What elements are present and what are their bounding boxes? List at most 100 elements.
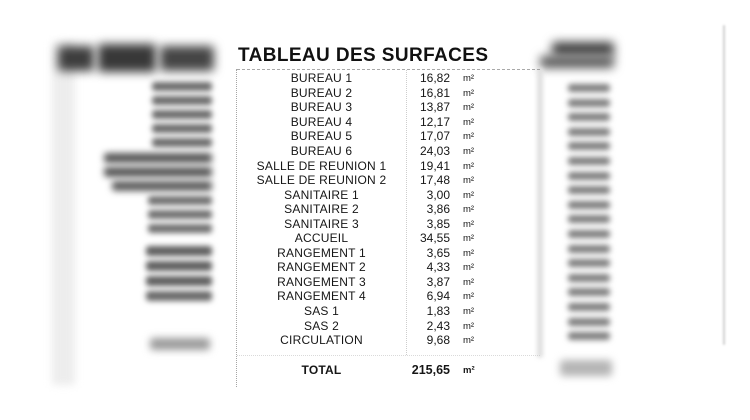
table-row: BUREAU 1 16,82 m² — [237, 71, 529, 86]
blurred-text-line — [568, 230, 610, 238]
blurred-text-line — [568, 200, 610, 209]
blurred-text-line — [568, 273, 610, 282]
blurred-text-line — [568, 259, 610, 268]
area-unit: m² — [463, 189, 475, 201]
table-row: SAS 1 1,83 m² — [237, 304, 529, 319]
blurred-text-line — [152, 96, 212, 105]
room-area-value: 9,68 — [426, 333, 450, 348]
blurred-text-line — [568, 215, 610, 224]
blurred-page-edge — [52, 42, 75, 385]
area-unit: m² — [463, 218, 475, 230]
area-unit: m² — [463, 335, 475, 347]
blurred-header — [98, 44, 156, 72]
table-row: SAS 2 2,43 m² — [237, 318, 529, 333]
table-total-row: TOTAL 215,65 m² — [237, 362, 529, 378]
area-unit: m² — [463, 233, 475, 245]
blurred-text-line — [150, 338, 210, 350]
area-unit: m² — [463, 87, 475, 99]
room-area-value: 24,03 — [419, 144, 450, 158]
room-label: SANITAIRE 2 — [284, 202, 359, 217]
room-area-value: 3,65 — [426, 245, 450, 260]
blurred-text-line — [568, 98, 610, 107]
blurred-header — [160, 46, 214, 71]
table-row: CIRCULATION 9,68 m² — [237, 333, 529, 348]
blurred-text-line — [568, 244, 610, 253]
table-row: SANITAIRE 3 3,85 m² — [237, 216, 529, 231]
area-unit: m² — [463, 291, 475, 303]
page-title: TABLEAU DES SURFACES — [238, 45, 489, 66]
room-area-value: 17,48 — [419, 173, 450, 188]
blurred-text-line — [148, 196, 212, 205]
blurred-text-line — [152, 138, 212, 147]
room-label: SALLE DE REUNION 2 — [256, 173, 387, 188]
surface-table: BUREAU 1 16,82 m² BUREAU 2 16,81 m² BUREAU 3 13… — [237, 71, 529, 347]
area-unit: m² — [463, 160, 475, 172]
blurred-text-line — [568, 186, 610, 195]
blurred-text-line — [146, 246, 212, 256]
room-area-value: 1,83 — [426, 304, 450, 319]
room-label: BUREAU 1 — [290, 71, 353, 86]
table-row: RANGEMENT 3 3,87 m² — [237, 275, 529, 290]
room-label: RANGEMENT 4 — [277, 289, 366, 304]
room-area-value: 16,81 — [419, 85, 450, 100]
room-label: RANGEMENT 1 — [277, 245, 366, 260]
blurred-header — [552, 42, 614, 56]
table-row: SANITAIRE 1 3,00 m² — [237, 187, 529, 202]
room-label: BUREAU 6 — [290, 144, 353, 158]
blurred-text-line — [568, 303, 610, 311]
blurred-text-line — [568, 171, 610, 180]
table-row: BUREAU 5 17,07 m² — [237, 129, 529, 144]
blurred-text-line — [148, 210, 212, 219]
area-unit: m² — [463, 262, 475, 274]
blurred-text-line — [152, 124, 212, 133]
blurred-text-line — [568, 157, 610, 165]
room-area-value: 34,55 — [419, 231, 450, 246]
table-row: BUREAU 4 12,17 m² — [237, 115, 529, 130]
blurred-text-line — [568, 142, 610, 151]
room-area-value: 19,41 — [419, 158, 450, 173]
blurred-text-line — [568, 332, 610, 341]
table-row: RANGEMENT 4 6,94 m² — [237, 289, 529, 304]
table-row: SALLE DE REUNION 2 17,48 m² — [237, 173, 529, 188]
room-label: BUREAU 3 — [290, 100, 353, 115]
blurred-text-line — [104, 167, 212, 177]
area-unit: m² — [463, 146, 475, 157]
table-top-border — [237, 69, 540, 70]
room-label: BUREAU 2 — [290, 85, 353, 100]
total-value: 215,65 — [411, 363, 450, 377]
room-label: SANITAIRE 1 — [284, 187, 359, 202]
blurred-text-line — [560, 360, 612, 376]
room-area-value: 3,00 — [426, 187, 450, 202]
room-area-value: 3,85 — [426, 216, 450, 231]
blurred-header — [58, 46, 94, 71]
blurred-text-line — [146, 261, 212, 271]
room-label: SAS 1 — [303, 304, 340, 319]
room-label: RANGEMENT 2 — [277, 260, 366, 275]
blurred-text-line — [148, 224, 212, 233]
area-unit: m² — [463, 306, 475, 318]
room-area-value: 17,07 — [419, 129, 450, 144]
room-label: SALLE DE REUNION 1 — [256, 158, 387, 173]
table-row: SALLE DE REUNION 1 19,41 m² — [237, 158, 529, 173]
area-unit: m² — [463, 131, 475, 143]
blurred-text-line — [568, 127, 610, 136]
blurred-vertical-rule — [723, 25, 725, 345]
table-left-border — [236, 69, 237, 387]
table-row: BUREAU 3 13,87 m² — [237, 100, 529, 115]
room-area-value: 3,87 — [426, 274, 450, 289]
table-row: SANITAIRE 2 3,86 m² — [237, 202, 529, 217]
room-area-value: 4,33 — [426, 260, 450, 275]
blurred-text-line — [146, 291, 212, 301]
area-unit: m² — [463, 116, 475, 128]
room-label: CIRCULATION — [280, 333, 363, 348]
area-unit: m² — [463, 320, 475, 332]
blurred-page-edge — [537, 68, 543, 358]
total-unit: m² — [463, 365, 475, 376]
room-label: RANGEMENT 3 — [277, 274, 366, 289]
table-column-divider — [406, 70, 407, 355]
area-unit: m² — [463, 247, 475, 259]
room-label: BUREAU 4 — [290, 114, 353, 129]
blurred-text-line — [152, 110, 212, 119]
room-label: BUREAU 5 — [290, 129, 353, 144]
